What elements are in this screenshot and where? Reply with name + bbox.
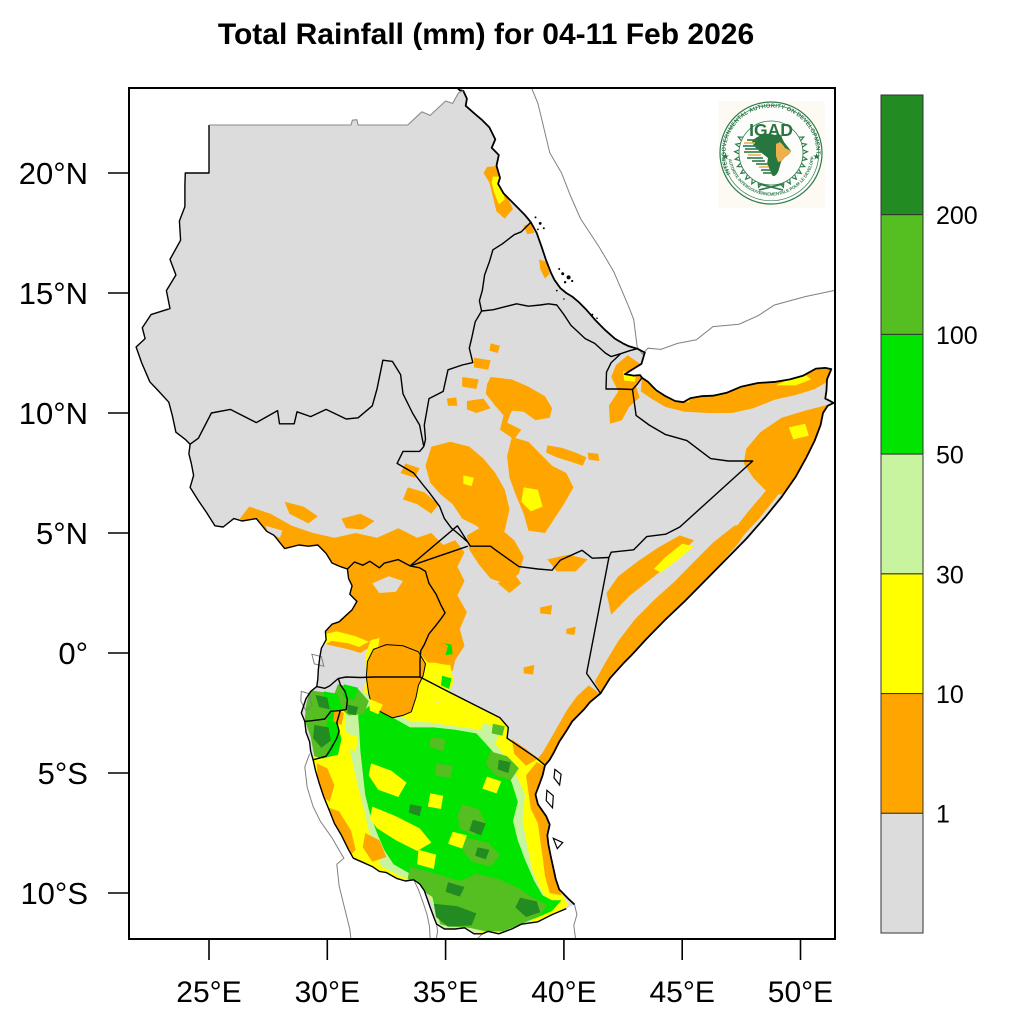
svg-text:Total Rainfall (mm) for 04-11: Total Rainfall (mm) for 04-11 Feb 2026 [218,18,754,51]
svg-text:40°E: 40°E [531,976,596,1009]
svg-text:30: 30 [936,561,964,589]
svg-text:IGAD: IGAD [749,120,793,140]
svg-text:20°N: 20°N [19,156,88,191]
svg-text:5°S: 5°S [38,756,88,791]
svg-text:30°E: 30°E [295,976,360,1009]
svg-text:5°N: 5°N [36,516,88,551]
svg-text:50: 50 [936,442,964,470]
svg-text:10°S: 10°S [20,876,88,911]
svg-text:45°E: 45°E [650,976,715,1009]
svg-text:15°N: 15°N [19,276,88,311]
svg-text:100: 100 [936,322,978,350]
svg-text:200: 200 [936,202,978,230]
svg-text:★: ★ [721,152,729,162]
svg-text:50°E: 50°E [768,976,833,1009]
svg-text:10°N: 10°N [19,396,88,431]
svg-text:0°: 0° [58,636,88,671]
svg-text:1: 1 [936,801,950,829]
svg-text:25°E: 25°E [176,976,241,1009]
svg-text:10: 10 [936,681,964,709]
svg-text:★: ★ [812,152,820,162]
svg-text:35°E: 35°E [413,976,478,1009]
